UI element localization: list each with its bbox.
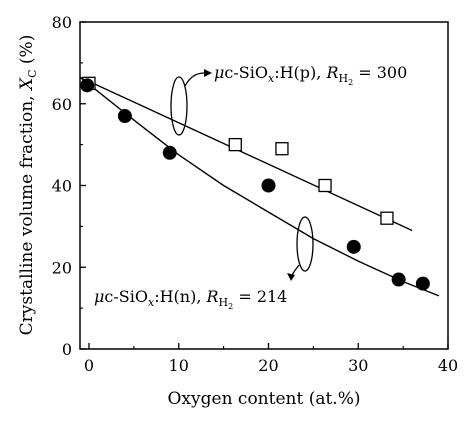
y-ticks [80,21,86,350]
series-1-point-6 [415,276,430,291]
y-axis-label-sub: C [26,70,39,78]
annotation-p-arrow [184,72,205,87]
series-1-point-4 [346,239,361,254]
y-axis-label: Crystalline volume fraction, XC (%) [17,35,39,336]
series-0-point-1 [228,137,242,152]
annotation-p-ellipse [170,76,188,136]
series-0-point-3 [318,178,332,193]
series-1-point-3 [261,178,276,193]
y-tick-label-3: 60 [52,95,72,114]
annotation-n-arrow [291,264,300,276]
y-axis-label-x: X [17,77,37,92]
y-tick-labels: 0 20 40 60 80 [52,13,72,359]
annotation-n-ellipse [296,216,314,272]
fit-lines [79,76,440,297]
x-tick-label-2: 20 [258,356,278,375]
series-1-point-2 [162,145,177,160]
series-0-point-4 [380,211,394,225]
y-axis-label-unit: (%) [17,35,37,70]
x-tick-labels: 0 10 20 30 40 [84,356,458,375]
annotation-n-label: μc-SiOx:H(n), RH2 = 214 [94,287,287,311]
annotation-p: μc-SiOx:H(p), RH2 = 300 [170,63,407,136]
y-tick-label-4: 80 [52,13,72,32]
x-tick-label-0: 0 [84,356,94,375]
y-axis-label-main: Crystalline volume fraction, [17,90,37,335]
data-points [80,76,430,291]
y-tick-label-2: 40 [52,177,72,196]
series-0-point-2 [275,142,289,156]
y-tick-label-0: 0 [62,340,72,359]
series-1-point-5 [391,272,406,287]
fit-line-1 [79,76,440,297]
annotation-p-label: μc-SiOx:H(p), RH2 = 300 [214,63,407,87]
annotation-p-arrowhead [204,69,212,77]
y-tick-label-1: 20 [52,258,72,277]
x-axis-label: Oxygen content (at.%) [168,389,361,409]
x-ticks [88,343,449,349]
fit-line-0 [79,76,413,232]
series-1-point-1 [117,109,132,124]
x-tick-label-4: 40 [438,356,458,375]
x-tick-label-1: 10 [169,356,189,375]
annotation-n-arrowhead [287,273,295,281]
series-1-point-0 [80,78,95,93]
x-tick-label-3: 30 [348,356,368,375]
annotation-n: μc-SiOx:H(n), RH2 = 214 [94,216,314,311]
